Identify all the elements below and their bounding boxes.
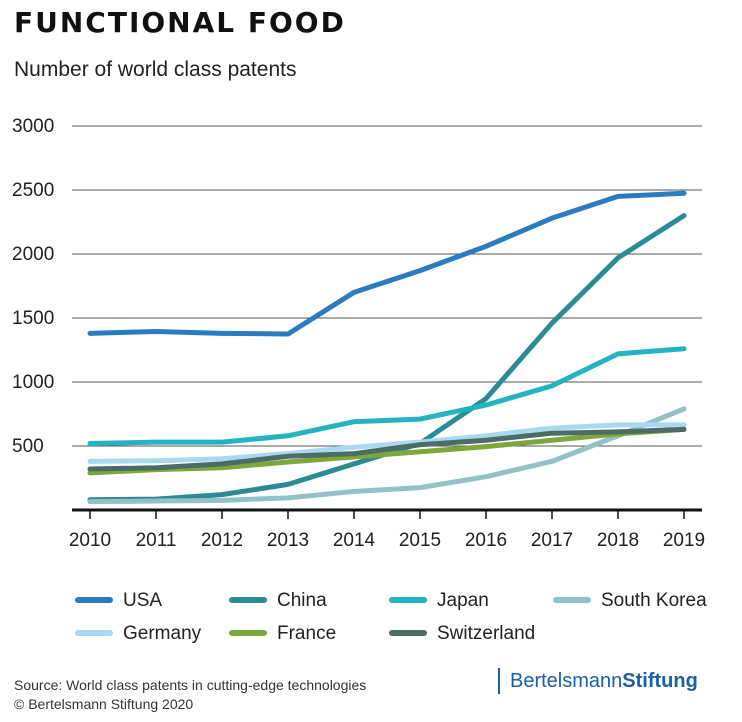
series-line-france (87, 426, 687, 476)
legend-label-usa: USA (123, 590, 162, 611)
x-tick-label: 2014 (333, 530, 376, 551)
x-tick-label: 2016 (465, 530, 507, 551)
y-axis-ticks: 500 1000 1500 2000 2500 3000 (12, 116, 54, 457)
legend-label-germany: Germany (123, 623, 202, 644)
legend-label-france: France (277, 623, 336, 644)
series-line-china (87, 213, 687, 503)
legend-label-china: China (277, 590, 327, 611)
bertelsmann-logo: BertelsmannStiftung (498, 668, 698, 694)
series-line-south-korea (87, 406, 687, 505)
logo-text-2: Stiftung (622, 670, 698, 692)
y-tick-label: 3000 (12, 116, 54, 137)
series-line-usa (87, 190, 687, 337)
legend-label-south-korea: South Korea (601, 590, 707, 611)
x-axis-ticks: 2010 2011 2012 2013 2014 2015 2016 2017 2018 2019 (69, 510, 705, 551)
legend: USA China Japan South Korea Germany France Swi… (75, 590, 707, 644)
y-tick-label: 1000 (12, 372, 54, 393)
series-lines (87, 190, 687, 505)
source-note: Source: World class patents in cutting-e… (14, 676, 366, 714)
x-tick-label: 2015 (399, 530, 441, 551)
series-line-germany (87, 422, 687, 464)
logo-text-1: Bertelsmann (510, 670, 623, 692)
y-tick-label: 500 (12, 436, 44, 457)
chart-title: FUNCTIONAL FOOD (14, 6, 346, 39)
x-tick-label: 2019 (663, 530, 705, 551)
y-tick-label: 2500 (12, 180, 54, 201)
legend-label-japan: Japan (437, 590, 489, 611)
x-tick-label: 2010 (69, 530, 111, 551)
y-tick-label: 1500 (12, 308, 54, 329)
source-line: Source: World class patents in cutting-e… (14, 677, 367, 693)
copyright-line: © Bertelsmann Stiftung 2020 (14, 696, 194, 712)
chart-subtitle: Number of world class patents (14, 58, 297, 81)
legend-label-switzerland: Switzerland (437, 623, 535, 644)
x-tick-label: 2017 (531, 530, 573, 551)
y-tick-label: 2000 (12, 244, 54, 265)
x-tick-label: 2011 (136, 530, 177, 551)
x-tick-label: 2013 (267, 530, 309, 551)
x-tick-label: 2012 (201, 530, 243, 551)
series-line-switzerland (87, 426, 687, 472)
series-line-japan (87, 346, 687, 446)
x-tick-label: 2018 (597, 530, 639, 551)
